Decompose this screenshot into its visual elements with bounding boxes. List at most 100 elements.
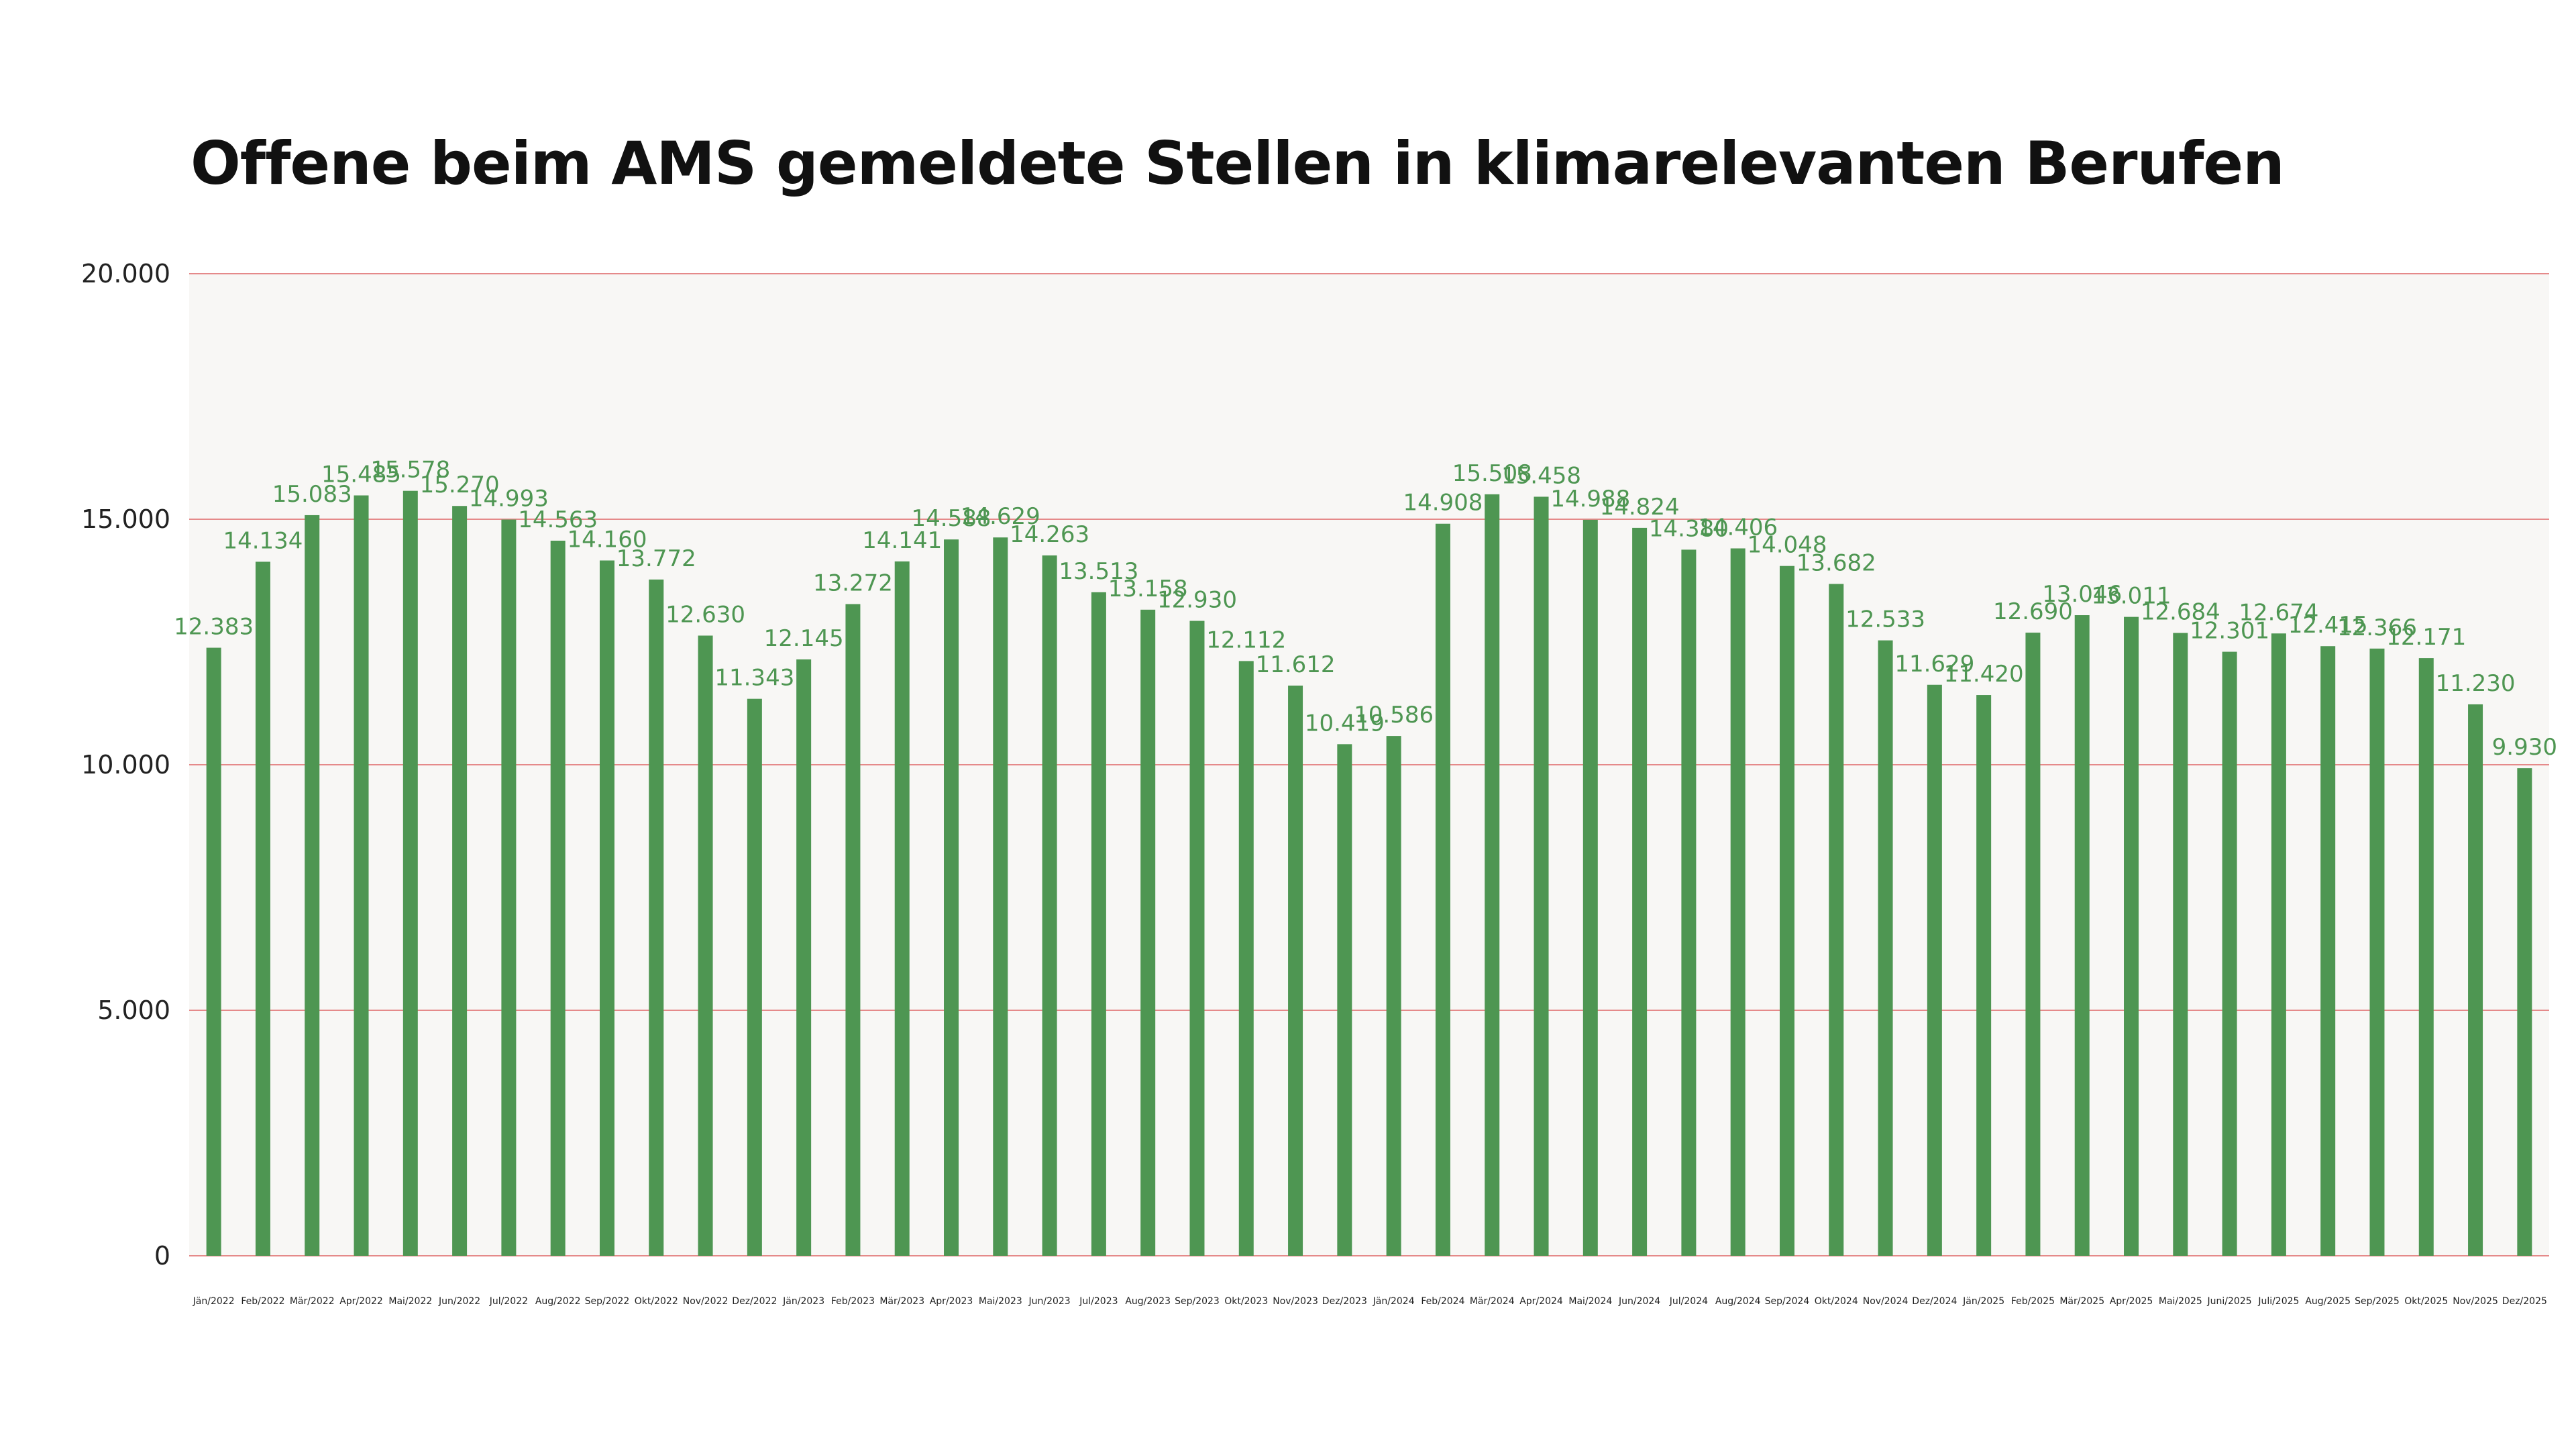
- data-label: 14.134: [223, 527, 303, 554]
- x-axis: Jän/2022 Feb/2022 Mär/2022 Apr/2022 Mai/2022…: [193, 1296, 2547, 1307]
- data-label: 15.458: [1501, 462, 1581, 489]
- bar: [1878, 640, 1893, 1256]
- x-tick-label: Apr/2022: [339, 1296, 383, 1307]
- data-label: 10.419: [1305, 710, 1385, 737]
- x-tick-label: Dez/2025: [2502, 1296, 2547, 1307]
- x-tick-label: Apr/2023: [930, 1296, 973, 1307]
- x-tick-label: Aug/2025: [2305, 1296, 2351, 1307]
- data-label: 12.383: [174, 614, 254, 641]
- bar: [599, 560, 614, 1256]
- x-tick-label: Sep/2023: [1175, 1296, 1220, 1307]
- data-label: 13.158: [1108, 576, 1188, 602]
- data-label: 11.420: [1944, 661, 2024, 688]
- bar: [649, 579, 664, 1256]
- bar: [1337, 744, 1352, 1256]
- x-tick-label: Mär/2025: [2059, 1296, 2104, 1307]
- data-label: 12.366: [2337, 614, 2417, 641]
- data-label: 15.270: [420, 472, 500, 498]
- data-label: 9.930: [2492, 734, 2557, 761]
- bar: [1534, 496, 1549, 1256]
- x-tick-label: Sep/2022: [585, 1296, 630, 1307]
- x-tick-label: Feb/2024: [1421, 1296, 1464, 1307]
- bar: [1927, 684, 1942, 1256]
- data-label: 12.415: [2288, 612, 2368, 639]
- bar: [1189, 621, 1205, 1256]
- x-tick-label: Mai/2025: [2159, 1296, 2202, 1307]
- x-tick-label: Mär/2022: [290, 1296, 335, 1307]
- x-tick-label: Jän/2022: [193, 1296, 235, 1307]
- x-tick-label: Mai/2022: [388, 1296, 432, 1307]
- y-tick-label: 0: [154, 1241, 170, 1271]
- bar: [452, 506, 468, 1256]
- bar: [305, 515, 320, 1256]
- data-label: 12.171: [2386, 624, 2466, 651]
- y-tick-label: 20.000: [81, 259, 170, 288]
- data-label: 12.690: [1993, 598, 2073, 625]
- data-label: 14.048: [1747, 532, 1827, 559]
- data-label: 11.343: [714, 665, 794, 692]
- bar: [501, 519, 517, 1256]
- bar: [2320, 646, 2336, 1256]
- data-label: 12.533: [1845, 606, 1925, 633]
- data-labels: 12.383 14.134 15.08315.48515.57815.27014.9…: [174, 457, 2557, 761]
- bar: [894, 561, 910, 1256]
- bar: [796, 659, 812, 1256]
- bar: [747, 698, 762, 1256]
- x-tick-label: Dez/2022: [732, 1296, 777, 1307]
- x-tick-label: Jul/2023: [1079, 1296, 1118, 1307]
- data-label: 12.684: [2141, 599, 2220, 626]
- bar: [1386, 736, 1401, 1256]
- data-label: 14.629: [961, 503, 1040, 530]
- x-tick-label: Nov/2022: [683, 1296, 729, 1307]
- bar: [255, 561, 270, 1256]
- bar: [354, 495, 369, 1256]
- x-tick-label: Aug/2022: [535, 1296, 581, 1307]
- bar: [206, 647, 221, 1256]
- bar: [2517, 768, 2532, 1256]
- bar: [1632, 527, 1648, 1256]
- chart-title: Offene beim AMS gemeldete Stellen in kli…: [191, 129, 2285, 198]
- data-label: 15.083: [272, 481, 352, 508]
- bar: [1091, 592, 1106, 1256]
- data-label: 14.406: [1698, 514, 1778, 541]
- x-tick-label: Jun/2023: [1028, 1296, 1070, 1307]
- y-axis: 0 5.000 10.000 15.000 20.000: [81, 259, 170, 1271]
- bar: [993, 537, 1008, 1256]
- data-label: 13.682: [1796, 549, 1876, 576]
- data-label: 15.485: [321, 461, 401, 488]
- bar: [845, 604, 861, 1256]
- bar: [1730, 548, 1746, 1256]
- x-tick-label: Mai/2024: [1568, 1296, 1612, 1307]
- data-label: 13.011: [2092, 583, 2171, 610]
- data-label: 13.772: [616, 545, 696, 572]
- bar: [2468, 704, 2483, 1256]
- y-tick-label: 10.000: [81, 750, 170, 780]
- data-label: 12.112: [1206, 627, 1286, 653]
- x-tick-label: Nov/2024: [1863, 1296, 1909, 1307]
- data-label: 12.930: [1157, 587, 1237, 614]
- data-label: 14.588: [912, 505, 991, 532]
- x-tick-label: Feb/2022: [241, 1296, 284, 1307]
- bar: [698, 635, 713, 1256]
- y-tick-label: 15.000: [81, 504, 170, 534]
- data-label: 12.674: [2239, 599, 2318, 626]
- x-tick-label: Jul/2022: [489, 1296, 528, 1307]
- x-tick-label: Aug/2023: [1125, 1296, 1171, 1307]
- x-tick-label: Dez/2023: [1322, 1296, 1367, 1307]
- data-label: 14.160: [567, 526, 647, 553]
- data-label: 14.141: [862, 527, 942, 554]
- x-tick-label: Sep/2024: [1765, 1296, 1810, 1307]
- x-tick-label: Okt/2022: [635, 1296, 678, 1307]
- data-label: 15.578: [370, 457, 450, 484]
- bar: [2124, 616, 2139, 1256]
- x-tick-label: Jun/2022: [438, 1296, 480, 1307]
- data-label: 14.993: [469, 486, 549, 513]
- bar: [2173, 633, 2188, 1256]
- x-tick-label: Juli/2025: [2257, 1296, 2299, 1307]
- bar: [2025, 633, 2041, 1256]
- x-tick-label: Jun/2024: [1618, 1296, 1660, 1307]
- y-tick-label: 5.000: [97, 996, 170, 1025]
- data-label: 13.272: [813, 570, 893, 596]
- data-label: 14.563: [518, 506, 598, 533]
